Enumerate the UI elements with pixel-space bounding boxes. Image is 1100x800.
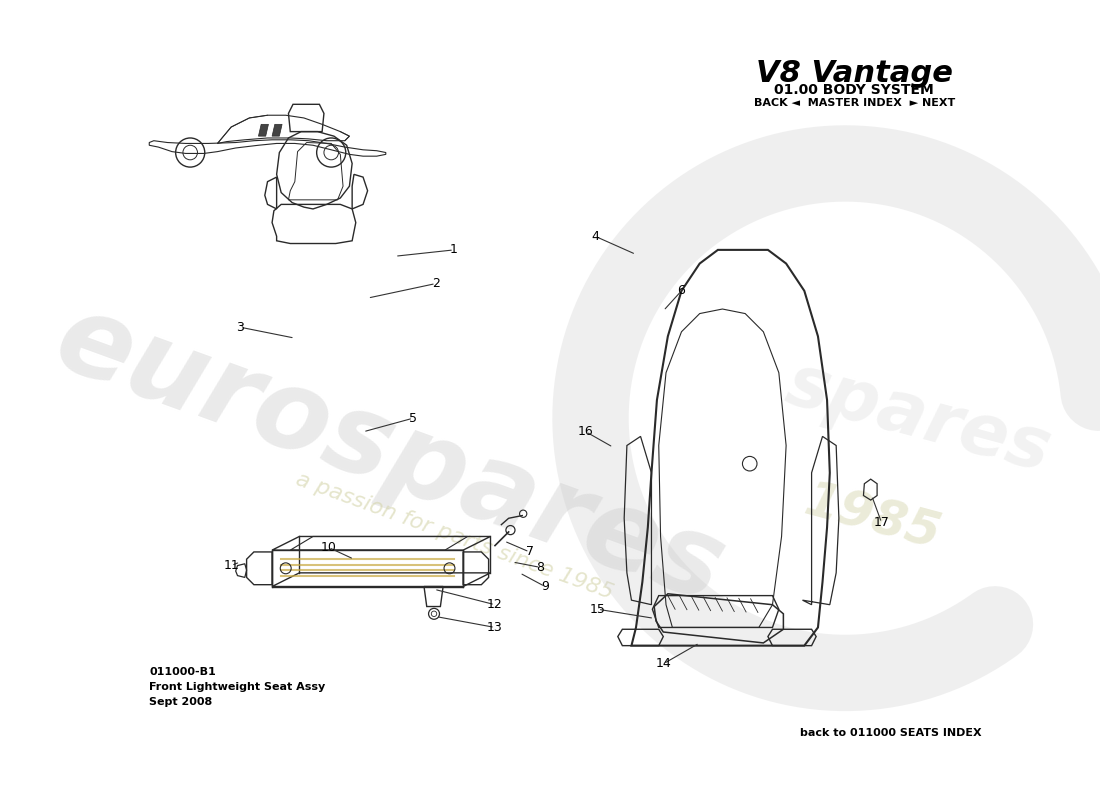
Text: back to 011000 SEATS INDEX: back to 011000 SEATS INDEX bbox=[800, 729, 981, 738]
Text: 4: 4 bbox=[591, 230, 600, 242]
Text: a passion for parts since 1985: a passion for parts since 1985 bbox=[293, 470, 616, 603]
Text: 6: 6 bbox=[678, 284, 685, 298]
Text: 1985: 1985 bbox=[800, 477, 946, 559]
Text: 9: 9 bbox=[541, 580, 549, 593]
Text: 11: 11 bbox=[223, 559, 239, 572]
Text: Front Lightweight Seat Assy: Front Lightweight Seat Assy bbox=[150, 682, 326, 692]
Text: 15: 15 bbox=[590, 602, 606, 616]
Text: spares: spares bbox=[778, 350, 1058, 486]
Text: 10: 10 bbox=[320, 541, 337, 554]
Text: 011000-B1: 011000-B1 bbox=[150, 667, 216, 678]
Text: eurospares: eurospares bbox=[42, 284, 739, 625]
Text: 16: 16 bbox=[579, 426, 594, 438]
Text: 3: 3 bbox=[236, 321, 244, 334]
Text: Sept 2008: Sept 2008 bbox=[150, 697, 212, 706]
Text: 1: 1 bbox=[450, 243, 458, 256]
Polygon shape bbox=[258, 124, 268, 136]
Text: BACK ◄  MASTER INDEX  ► NEXT: BACK ◄ MASTER INDEX ► NEXT bbox=[754, 98, 955, 108]
Text: 5: 5 bbox=[409, 412, 417, 425]
Text: 17: 17 bbox=[873, 516, 890, 530]
Text: 8: 8 bbox=[537, 561, 544, 574]
Text: 14: 14 bbox=[656, 658, 671, 670]
Text: 2: 2 bbox=[432, 277, 440, 290]
Text: 7: 7 bbox=[526, 546, 534, 558]
Polygon shape bbox=[272, 124, 282, 136]
Text: 13: 13 bbox=[487, 621, 503, 634]
Text: 12: 12 bbox=[487, 598, 503, 611]
Text: V8 Vantage: V8 Vantage bbox=[756, 59, 953, 88]
Text: 01.00 BODY SYSTEM: 01.00 BODY SYSTEM bbox=[774, 83, 934, 98]
